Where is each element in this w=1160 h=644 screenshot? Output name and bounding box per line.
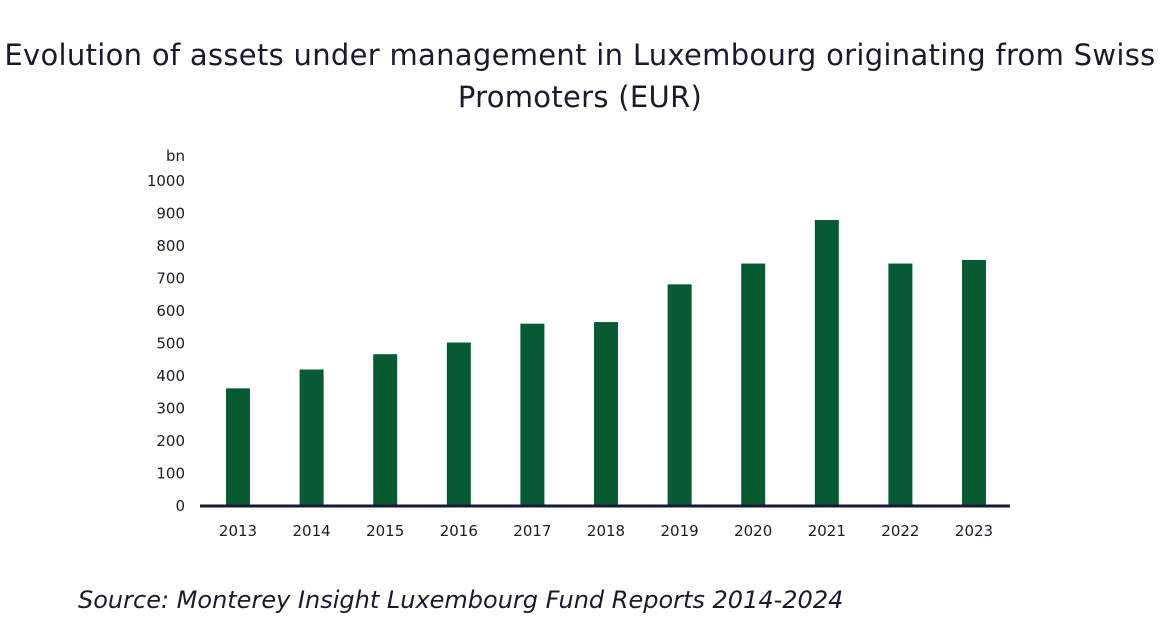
x-tick-label: 2019 xyxy=(661,522,699,540)
y-tick-label: 700 xyxy=(156,270,185,288)
bar-2014 xyxy=(299,369,324,506)
bar-2013 xyxy=(226,388,250,506)
x-tick-label: 2018 xyxy=(587,522,625,540)
y-tick-label: 1000 xyxy=(147,172,185,190)
source-note: Source: Monterey Insight Luxembourg Fund… xyxy=(78,586,844,614)
bar-2015 xyxy=(373,354,398,506)
x-tick-label: 2023 xyxy=(955,522,993,540)
x-tick-label: 2014 xyxy=(293,522,331,540)
x-tick-label: 2016 xyxy=(440,522,478,540)
x-tick-label: 2022 xyxy=(881,522,919,540)
y-tick-label: 400 xyxy=(156,367,185,385)
y-tick-label: 900 xyxy=(156,205,185,223)
y-tick-label: 200 xyxy=(156,432,185,450)
bar-2017 xyxy=(520,323,545,506)
y-tick-label: 300 xyxy=(156,400,185,418)
y-tick-label: 100 xyxy=(156,465,185,483)
bar-2019 xyxy=(667,284,692,506)
y-tick-label: 600 xyxy=(156,302,185,320)
bar-2018 xyxy=(594,322,618,506)
y-tick-label: 500 xyxy=(156,335,185,353)
x-tick-label: 2015 xyxy=(366,522,404,540)
chart-title: Evolution of assets under management in … xyxy=(4,38,1156,114)
y-axis-unit-label: bn xyxy=(166,147,185,165)
x-tick-label: 2020 xyxy=(734,522,772,540)
bar-2016 xyxy=(446,342,471,506)
y-tick-label: 800 xyxy=(156,237,185,255)
y-tick-label: 0 xyxy=(175,497,185,515)
x-tick-label: 2021 xyxy=(808,522,846,540)
x-tick-label: 2017 xyxy=(513,522,551,540)
bar-2022 xyxy=(888,263,913,506)
bar-2021 xyxy=(814,220,839,506)
x-tick-label: 2013 xyxy=(219,522,257,540)
bar-2023 xyxy=(962,259,986,506)
bar-2020 xyxy=(741,263,766,506)
